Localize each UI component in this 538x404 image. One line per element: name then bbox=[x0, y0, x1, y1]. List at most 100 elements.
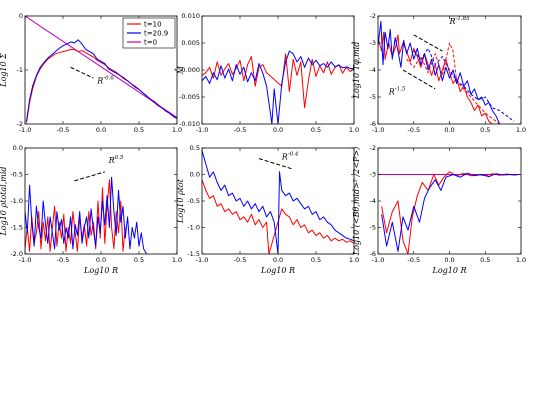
panel-p2: -1.0 -0.5 0.0 0.5 1.0 0.010 0.005 0.000 -0.005 -0… bbox=[176, 12, 359, 134]
slope-label: R0.5 bbox=[108, 155, 124, 165]
x-tick-label: 0.0 bbox=[273, 126, 283, 134]
x-axis-label: Log10 R bbox=[83, 266, 118, 275]
y-tick-label: -5 bbox=[370, 93, 376, 101]
slope-line bbox=[402, 69, 436, 90]
y-tick-label: -0.5 bbox=[10, 171, 23, 179]
x-tick-label: 1.0 bbox=[172, 256, 182, 264]
y-axis-label: Log10 ρtot bbox=[176, 178, 185, 224]
series-line bbox=[25, 179, 126, 252]
x-tick-label: 0.0 bbox=[444, 256, 454, 264]
y-tick-label: 0.5 bbox=[190, 144, 200, 152]
series-line bbox=[202, 179, 354, 254]
y-tick-label: -3 bbox=[370, 171, 376, 179]
x-tick-label: -0.5 bbox=[407, 256, 420, 264]
x-axis-label: Log10 R bbox=[260, 266, 295, 275]
slope-line bbox=[74, 171, 105, 182]
x-tick-label: 0.0 bbox=[444, 126, 454, 134]
legend-entry: t=0 bbox=[144, 39, 157, 47]
y-axis-label: Log10 (<Bθ,mid>² /2<P>) bbox=[352, 147, 361, 256]
slope-line bbox=[413, 34, 443, 52]
series-group bbox=[25, 176, 148, 254]
x-axis-label: Log10 R bbox=[432, 266, 467, 275]
x-tick-label: -1.0 bbox=[372, 126, 385, 134]
x-tick-label: 0.5 bbox=[480, 256, 490, 264]
y-tick-label: -6 bbox=[370, 120, 376, 128]
series-line bbox=[378, 31, 493, 124]
series-line bbox=[406, 42, 500, 124]
y-tick-label: 0.0 bbox=[13, 144, 23, 152]
x-tick-label: -1.0 bbox=[196, 256, 209, 264]
y-tick-label: -2.0 bbox=[10, 250, 23, 258]
slope-line bbox=[258, 158, 294, 170]
series-line bbox=[378, 20, 501, 124]
y-tick-label: -2 bbox=[17, 120, 23, 128]
series-line bbox=[381, 171, 518, 254]
axes-frame bbox=[201, 15, 355, 125]
y-axis-label: Log10 Tφ,mid bbox=[352, 42, 361, 100]
series-line bbox=[202, 50, 354, 124]
x-tick-label: -0.5 bbox=[234, 256, 247, 264]
x-tick-label: 1.0 bbox=[172, 126, 182, 134]
y-axis-label: Log10 ρtotal,mid bbox=[0, 166, 8, 236]
x-tick-label: 0.5 bbox=[311, 126, 321, 134]
y-tick-label: 0.0 bbox=[190, 171, 200, 179]
y-tick-label: -0.005 bbox=[179, 93, 200, 101]
y-tick-label: -1.5 bbox=[10, 224, 23, 232]
series-line bbox=[26, 39, 177, 122]
x-tick-label: 0.5 bbox=[480, 126, 490, 134]
x-tick-label: -1.0 bbox=[19, 126, 32, 134]
y-tick-label: -3 bbox=[370, 39, 376, 47]
y-tick-label: -6 bbox=[370, 250, 376, 258]
series-line bbox=[202, 150, 354, 254]
y-tick-label: 0.005 bbox=[181, 39, 200, 47]
x-tick-label: 1.0 bbox=[516, 256, 526, 264]
x-tick-label: -1.0 bbox=[372, 256, 385, 264]
legend-entry: t=20.9 bbox=[144, 30, 168, 38]
panel-p5: R-0.4-1.0 -0.5 0.0 0.5 1.00.50.0-0.5-1.0-1.5… bbox=[176, 144, 359, 275]
y-tick-label: -2 bbox=[370, 144, 376, 152]
x-tick-label: 0.5 bbox=[134, 126, 144, 134]
slope-label: R-1.5 bbox=[388, 86, 406, 96]
y-tick-label: -5 bbox=[370, 224, 376, 232]
slope-line bbox=[70, 66, 94, 79]
y-tick-label: -4 bbox=[370, 197, 376, 205]
x-tick-label: 1.0 bbox=[349, 126, 359, 134]
series-group bbox=[202, 150, 354, 254]
slope-label: R-0.4 bbox=[281, 152, 299, 162]
x-tick-label: -0.5 bbox=[57, 126, 70, 134]
x-tick-label: 1.0 bbox=[349, 256, 359, 264]
y-tick-label: -1.0 bbox=[10, 197, 23, 205]
legend: t=10t=20.9t=0 bbox=[122, 17, 176, 49]
y-axis-label: Log10 Σ bbox=[0, 53, 8, 88]
y-tick-label: -0.010 bbox=[179, 120, 200, 128]
x-tick-label: 0.0 bbox=[96, 126, 106, 134]
x-tick-label: 0.5 bbox=[134, 256, 144, 264]
y-tick-label: 0.010 bbox=[181, 12, 200, 20]
series-group bbox=[378, 171, 521, 254]
y-tick-label: -1 bbox=[17, 66, 23, 74]
y-tick-label: -1.5 bbox=[187, 250, 200, 258]
series-group bbox=[378, 20, 515, 124]
series-line bbox=[26, 49, 177, 123]
series-line bbox=[381, 172, 518, 252]
x-tick-label: 0.0 bbox=[96, 256, 106, 264]
panel-p3: R-1.85 R-1.5 -1.0 -0.5 0.0 0.5 1.0 -2 -3 -4 -5 -6 Lo… bbox=[352, 12, 526, 134]
y-tick-label: -1.0 bbox=[187, 224, 200, 232]
x-tick-label: -1.0 bbox=[19, 256, 32, 264]
x-tick-label: -1.0 bbox=[196, 126, 209, 134]
panel-p4: R0.5 -1.0 -0.5 0.0 0.5 1.0 0.0 -0.5 -1.0 -1.5 -2.0… bbox=[0, 144, 182, 275]
x-tick-label: -0.5 bbox=[407, 126, 420, 134]
x-tick-label: 0.0 bbox=[273, 256, 283, 264]
series-line bbox=[25, 176, 148, 254]
y-tick-label: 0.000 bbox=[181, 66, 200, 74]
x-tick-label: -0.5 bbox=[234, 126, 247, 134]
y-tick-label: 0 bbox=[19, 12, 23, 20]
x-tick-label: -0.5 bbox=[57, 256, 70, 264]
y-tick-label: -4 bbox=[370, 66, 376, 74]
y-axis-label: Ṁ bbox=[176, 65, 185, 75]
slope-label: R-0.6 bbox=[96, 76, 114, 86]
legend-entry: t=10 bbox=[144, 21, 162, 29]
x-tick-label: 1.0 bbox=[516, 126, 526, 134]
